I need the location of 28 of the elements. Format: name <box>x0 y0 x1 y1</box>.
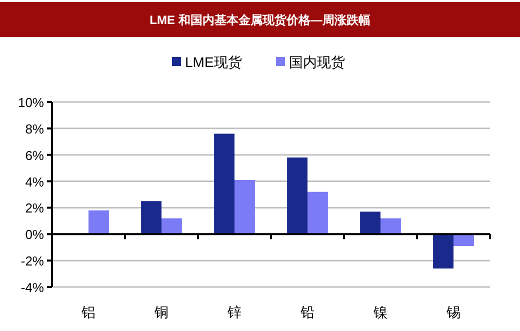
bar <box>214 134 234 234</box>
bar <box>287 158 308 234</box>
legend-label: LME现货 <box>185 54 242 70</box>
y-tick-label: 0% <box>25 227 44 242</box>
bar <box>162 218 182 234</box>
y-tick-label: 6% <box>25 148 44 163</box>
x-tick-label: 镍 <box>372 304 388 320</box>
y-tick-label: 8% <box>25 121 44 136</box>
bar <box>308 192 328 234</box>
legend-label: 国内现货 <box>289 54 345 70</box>
y-tick-label: 4% <box>25 174 44 190</box>
x-tick-label: 铜 <box>154 304 168 320</box>
y-tick-label: -4% <box>20 280 44 295</box>
y-tick-label: -2% <box>20 254 44 269</box>
bar <box>433 234 454 268</box>
bar <box>380 218 401 234</box>
bar <box>141 201 162 234</box>
bar <box>360 212 380 234</box>
x-tick-label: 铅 <box>300 304 314 320</box>
x-tick-label: 锌 <box>226 304 242 320</box>
chart-title: LME 和国内基本金属现货价格—周涨跌幅 <box>150 13 370 27</box>
y-tick-label: 10% <box>18 95 44 110</box>
bar <box>454 234 474 246</box>
x-tick-label: 铝 <box>80 304 96 320</box>
y-tick-label: 2% <box>25 200 44 216</box>
bar <box>234 180 255 234</box>
x-tick-label: 锡 <box>446 304 460 320</box>
bar <box>88 210 109 234</box>
